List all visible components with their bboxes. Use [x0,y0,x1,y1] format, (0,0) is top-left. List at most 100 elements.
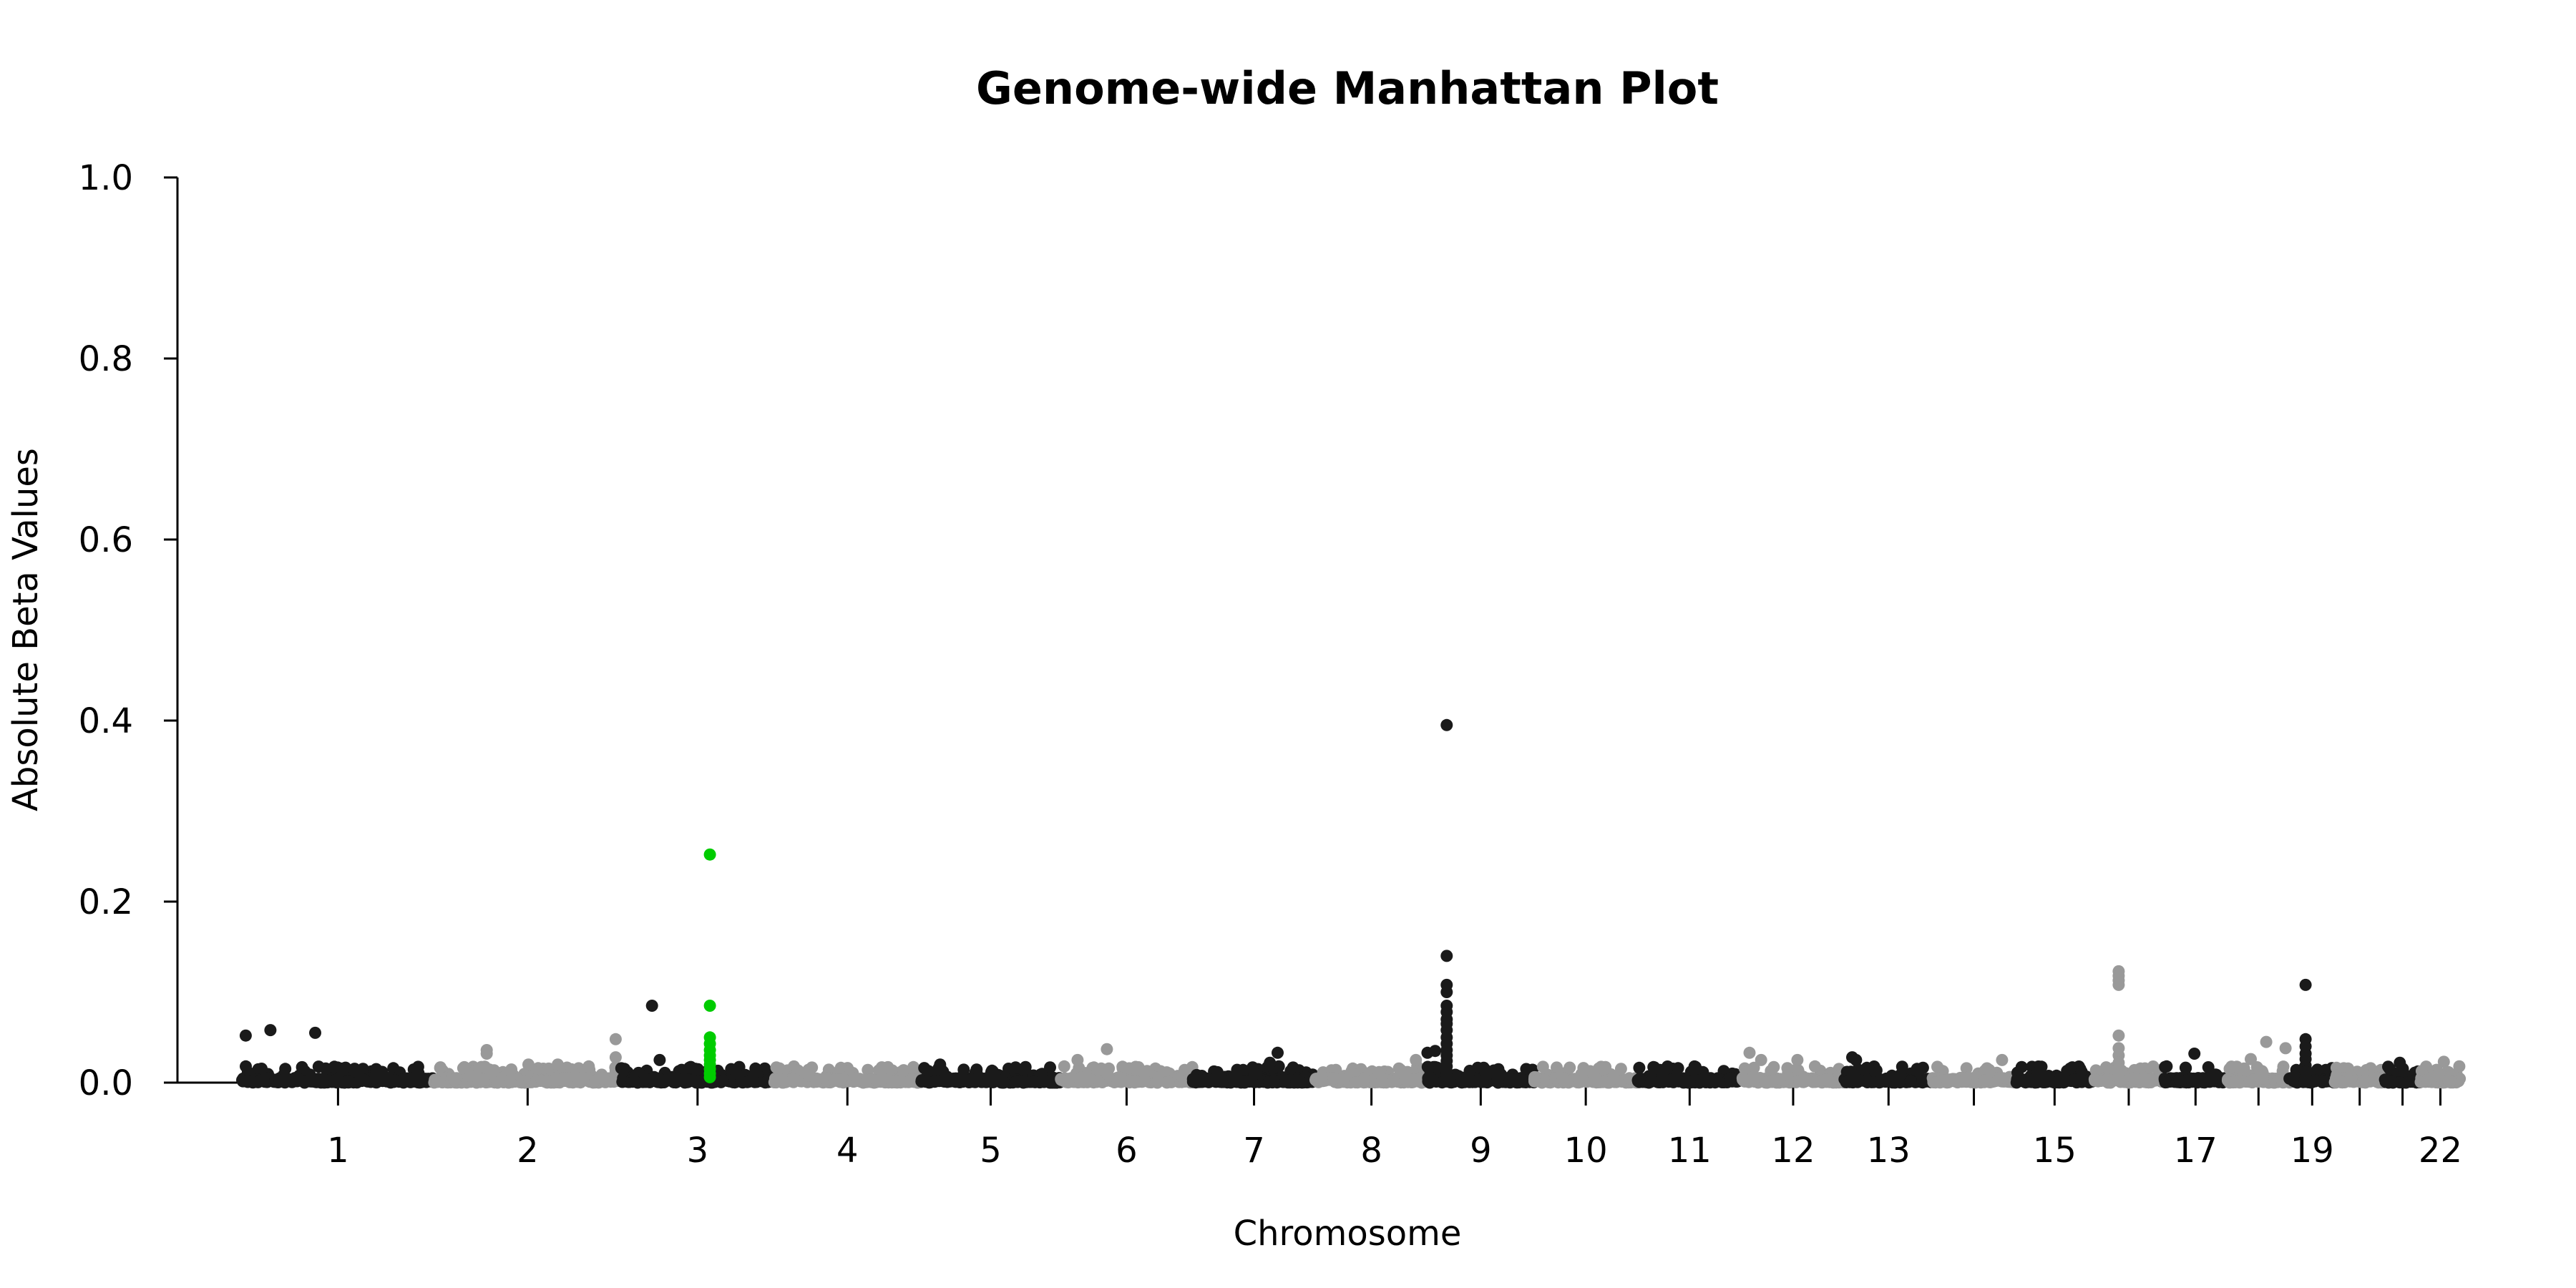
data-point [2173,1073,2186,1086]
x-tick-label: 11 [1668,1131,1712,1171]
data-point [1698,1072,1711,1085]
data-point [1505,1073,1518,1085]
data-point [1793,1075,1806,1088]
data-point [2338,1076,2351,1088]
x-tick-label: 6 [1116,1131,1138,1171]
data-point [1214,1075,1226,1088]
data-point [1683,1075,1696,1088]
y-tick-label: 0.4 [79,701,133,741]
x-tick-label: 3 [687,1131,709,1171]
data-point [255,1063,268,1075]
data-point [2394,1056,2406,1069]
data-point [1264,1056,1277,1069]
data-point [639,1073,652,1085]
data-point [628,1074,640,1087]
data-point [1162,1075,1175,1088]
data-point [1071,1053,1084,1066]
data-point [2356,1075,2369,1088]
data-point [645,1000,658,1012]
data-point [1848,1069,1861,1082]
data-point [2453,1060,2466,1073]
data-point [312,1073,325,1085]
data-point [2015,1060,2028,1073]
data-point [2299,1070,2312,1083]
data-point [1440,718,1453,731]
data-point [1063,1074,1075,1087]
data-point [703,1000,716,1012]
x-tick-label: 2 [517,1131,539,1171]
data-point [257,1073,270,1086]
y-tick-label: 0.6 [79,520,133,560]
data-point [582,1060,595,1073]
data-point [2423,1072,2436,1085]
x-tick-label: 17 [2174,1131,2218,1171]
data-point [2225,1060,2238,1073]
data-point [2245,1053,2257,1065]
data-point [1141,1065,1153,1078]
data-point [431,1075,444,1088]
data-point [1101,1068,1113,1080]
data-point [457,1062,469,1075]
data-point [1314,1074,1327,1086]
data-point [1672,1062,1684,1075]
data-point [337,1063,350,1076]
data-point [1101,1043,1113,1055]
data-point [1125,1075,1137,1088]
data-point [1653,1075,1666,1088]
data-point [1774,1073,1787,1085]
data-point [239,1029,252,1042]
data-point [2089,1064,2102,1077]
data-point [1860,1074,1873,1087]
data-point [922,1065,935,1078]
data-point [2279,1042,2292,1055]
data-point [1931,1060,1943,1073]
data-point [1123,1062,1136,1075]
data-point [1350,1076,1362,1089]
data-point [859,1073,872,1086]
data-point [2074,1072,2087,1085]
data-point [1755,1053,1767,1066]
data-point [1767,1060,1780,1073]
x-tick-label: 10 [1564,1131,1608,1171]
data-point [902,1075,915,1088]
y-tick-label: 0.8 [79,339,133,379]
data-point [2133,1063,2146,1076]
data-point [1478,1061,1490,1074]
data-point [2099,1075,2112,1088]
data-point [1747,1070,1760,1083]
data-point [1287,1061,1299,1074]
data-point [1296,1076,1308,1089]
data-point [770,1073,783,1086]
data-point [369,1072,381,1085]
x-axis-label: Chromosome [1234,1214,1462,1254]
data-point [292,1073,305,1085]
data-point [480,1048,493,1060]
data-point [2137,1073,2150,1085]
data-point [2187,1072,2200,1085]
data-point [1028,1075,1040,1088]
data-point [406,1075,418,1088]
x-tick-label: 9 [1470,1131,1492,1171]
data-point [2394,1076,2406,1089]
data-point [1737,1073,1750,1085]
data-point [1114,1071,1127,1084]
data-point [540,1074,553,1087]
data-point [2260,1035,2273,1048]
data-point [1743,1046,1756,1059]
data-point [1248,1068,1261,1080]
data-point [2225,1076,2238,1089]
data-point [2383,1075,2395,1088]
x-tick-label: 22 [2419,1131,2462,1171]
data-point [889,1075,901,1088]
data-point [1335,1073,1348,1085]
data-point [2160,1060,2173,1073]
data-point [434,1061,447,1074]
data-point [1904,1075,1917,1088]
data-point [1234,1075,1246,1088]
data-point [2299,978,2312,991]
data-point [1951,1075,1964,1088]
data-point [1820,1073,1832,1085]
data-point [1879,1073,1892,1085]
data-point [1808,1075,1821,1088]
data-point [309,1026,321,1039]
